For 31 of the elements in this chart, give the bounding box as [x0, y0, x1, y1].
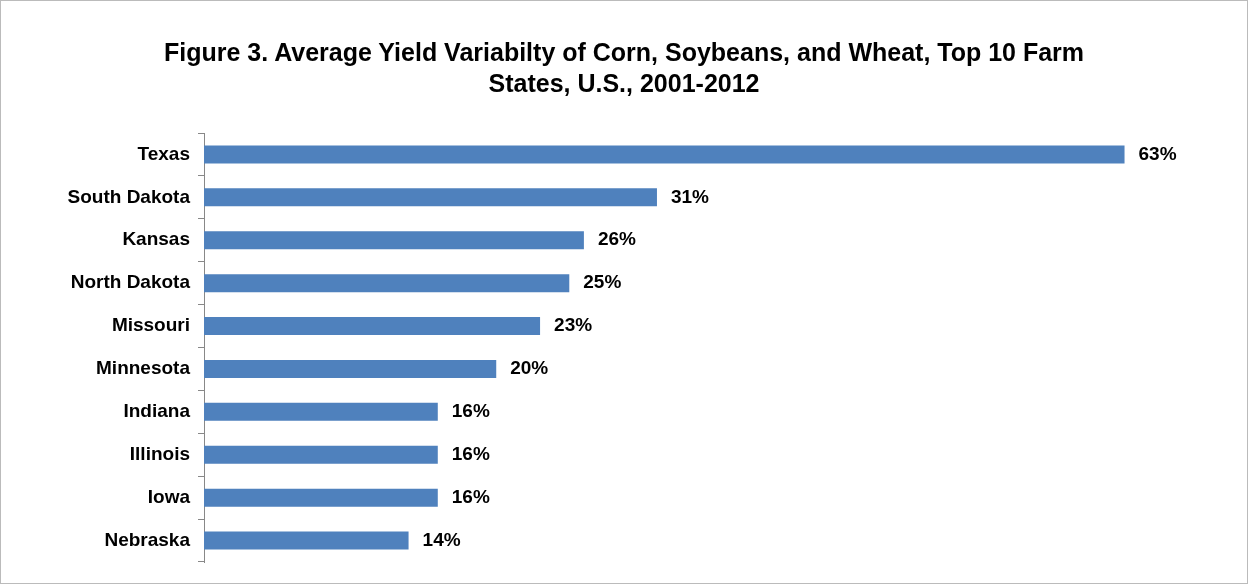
- data-label: 16%: [451, 400, 490, 422]
- data-label: 16%: [451, 442, 490, 464]
- data-label: 14%: [422, 528, 461, 550]
- data-label: 31%: [670, 185, 710, 207]
- data-label: 26%: [597, 228, 637, 250]
- y-tick-label: Texas: [137, 142, 190, 164]
- bar: [204, 359, 497, 378]
- data-label: 16%: [451, 485, 490, 507]
- data-label: 23%: [554, 314, 593, 336]
- bar: [204, 488, 438, 507]
- bar: [204, 317, 541, 336]
- y-tick-label: Nebraska: [104, 528, 191, 550]
- y-tick-label: Indiana: [123, 400, 191, 422]
- bar: [204, 231, 584, 250]
- y-tick-label: Missouri: [111, 314, 190, 336]
- bar: [204, 445, 438, 464]
- y-tick-label: North Dakota: [70, 271, 191, 293]
- data-label: 63%: [1138, 142, 1177, 164]
- y-tick-label: Illinois: [129, 442, 190, 464]
- bar: [204, 274, 570, 293]
- y-tick-label: Kansas: [122, 228, 190, 250]
- data-label: 20%: [510, 357, 549, 379]
- bar: [204, 188, 657, 207]
- y-tick-label: Iowa: [147, 485, 191, 507]
- y-tick-label: South Dakota: [67, 185, 191, 207]
- bar: [204, 531, 409, 550]
- y-tick-label: Minnesota: [96, 357, 191, 379]
- data-label: 25%: [583, 271, 622, 293]
- chart-title: Figure 3. Average Yield Variabilty of Corn, Soybeans, and Wheat, Top 10 Farm States, U.S., 2001-2012: [162, 37, 1086, 99]
- bar: [204, 145, 1125, 164]
- bar: [204, 402, 438, 421]
